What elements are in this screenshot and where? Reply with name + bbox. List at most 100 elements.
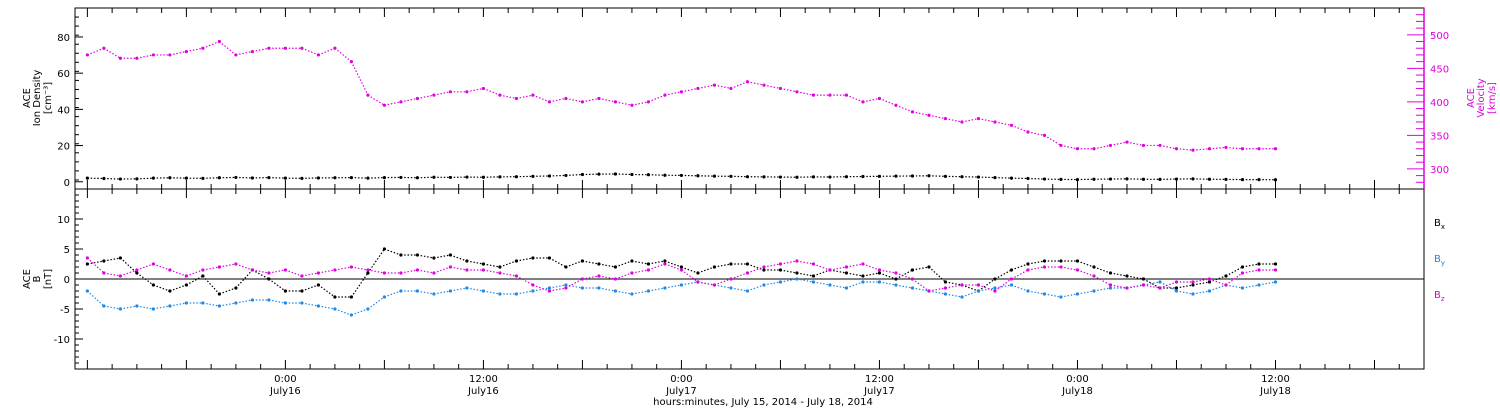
series-segment bbox=[401, 99, 418, 102]
series-segment bbox=[1193, 291, 1210, 294]
top-right-axis-title-line2: Velocity bbox=[1476, 78, 1487, 117]
series-segment bbox=[302, 48, 319, 55]
series-segment bbox=[912, 267, 929, 270]
series-segment bbox=[450, 288, 467, 291]
series-segment bbox=[417, 291, 434, 294]
series-segment bbox=[846, 264, 863, 267]
series-segment bbox=[153, 285, 170, 291]
series-segment bbox=[1011, 285, 1028, 291]
series-segment bbox=[236, 300, 253, 303]
series-segment bbox=[615, 174, 632, 175]
series-segment bbox=[780, 270, 797, 273]
series-segment bbox=[252, 48, 269, 51]
series-segment bbox=[351, 273, 368, 297]
series-segment bbox=[665, 261, 682, 267]
series-segment bbox=[1061, 145, 1078, 148]
series-segment bbox=[368, 178, 385, 179]
series-segment bbox=[995, 178, 1012, 179]
series-segment bbox=[87, 291, 104, 306]
series-segment bbox=[434, 267, 451, 273]
series-segment bbox=[351, 178, 368, 179]
x-tick-time-label: 12:00 bbox=[469, 374, 498, 385]
series-segment bbox=[104, 48, 121, 58]
series-segment bbox=[797, 261, 814, 264]
series-segment bbox=[137, 178, 154, 179]
series-segment bbox=[929, 115, 946, 118]
data-point bbox=[1274, 178, 1277, 181]
series-segment bbox=[1242, 264, 1259, 267]
series-segment bbox=[368, 297, 385, 309]
series-segment bbox=[170, 52, 187, 55]
series-segment bbox=[516, 258, 533, 261]
series-segment bbox=[731, 82, 748, 89]
series-segment bbox=[566, 99, 583, 102]
series-segment bbox=[1061, 294, 1078, 297]
series-segment bbox=[1127, 285, 1144, 288]
series-segment bbox=[615, 261, 632, 267]
series-segment bbox=[368, 249, 385, 273]
series-segment bbox=[417, 255, 434, 258]
series-By bbox=[86, 277, 1277, 316]
series-segment bbox=[846, 95, 863, 102]
series-segment bbox=[945, 282, 962, 285]
series-segment bbox=[599, 99, 616, 102]
series-segment bbox=[219, 288, 236, 294]
series-segment bbox=[747, 82, 764, 85]
series-segment bbox=[549, 175, 566, 176]
series-segment bbox=[681, 270, 698, 282]
series-segment bbox=[368, 95, 385, 105]
series-segment bbox=[335, 309, 352, 315]
series-segment bbox=[648, 261, 665, 264]
series-segment bbox=[714, 264, 731, 267]
series-segment bbox=[830, 267, 847, 270]
series-segment bbox=[186, 276, 203, 285]
x-tick-time-label: 12:00 bbox=[865, 374, 894, 385]
series-segment bbox=[1160, 282, 1177, 291]
series-segment bbox=[1160, 145, 1177, 148]
series-segment bbox=[87, 258, 104, 273]
series-segment bbox=[500, 273, 517, 276]
legend-bx-sub: x bbox=[1441, 223, 1445, 231]
top-left-axis-title-line2: Ion Density bbox=[32, 70, 43, 127]
series-segment bbox=[879, 99, 896, 106]
series-segment bbox=[483, 264, 500, 267]
series-segment bbox=[417, 270, 434, 273]
series-segment bbox=[665, 92, 682, 95]
series-segment bbox=[698, 267, 715, 273]
series-segment bbox=[137, 306, 154, 309]
series-segment bbox=[219, 42, 236, 55]
series-segment bbox=[120, 306, 137, 309]
series-segment bbox=[269, 279, 286, 291]
series-segment bbox=[318, 48, 335, 55]
series-segment bbox=[335, 267, 352, 270]
series-segment bbox=[813, 282, 830, 285]
bottom-left-tick-label: 10 bbox=[57, 215, 70, 226]
series-segment bbox=[1028, 291, 1045, 294]
series-segment bbox=[615, 273, 632, 279]
series-segment bbox=[1143, 282, 1160, 285]
series-segment bbox=[929, 267, 946, 282]
series-segment bbox=[351, 309, 368, 315]
series-segment bbox=[747, 285, 764, 291]
series-segment bbox=[87, 48, 104, 55]
series-segment bbox=[170, 270, 187, 276]
series-segment bbox=[500, 261, 517, 267]
series-layer bbox=[86, 40, 1277, 317]
bottom-left-tick-label: 5 bbox=[64, 245, 70, 256]
x-tick-date-label: July18 bbox=[1061, 386, 1093, 397]
series-segment bbox=[813, 270, 830, 276]
series-segment bbox=[599, 264, 616, 267]
series-segment bbox=[1176, 285, 1193, 288]
series-segment bbox=[87, 261, 104, 264]
series-segment bbox=[1242, 285, 1259, 288]
series-segment bbox=[566, 175, 583, 176]
series-segment bbox=[203, 42, 220, 49]
series-segment bbox=[104, 273, 121, 276]
series-segment bbox=[335, 48, 352, 61]
series-segment bbox=[896, 105, 913, 112]
series-segment bbox=[302, 285, 319, 291]
series-segment bbox=[1127, 142, 1144, 145]
series-segment bbox=[962, 291, 979, 297]
